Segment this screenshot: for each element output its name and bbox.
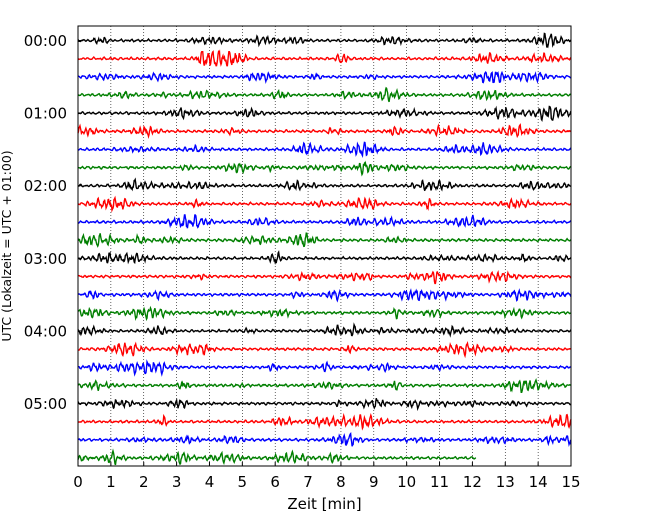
- trace-4: [77, 105, 572, 123]
- trace-11: [77, 232, 572, 248]
- trace-6: [77, 141, 572, 158]
- y-tick-label-02:00: 02:00: [24, 177, 67, 195]
- x-tick-label-4: 4: [205, 473, 215, 491]
- trace-14: [77, 288, 572, 303]
- y-tick-label-04:00: 04:00: [24, 322, 67, 340]
- trace-8: [77, 177, 572, 192]
- x-tick-label-0: 0: [73, 473, 83, 491]
- trace-19: [77, 377, 572, 394]
- trace-20: [77, 397, 572, 412]
- vertical-gridlines: [110, 26, 539, 466]
- trace-3: [77, 86, 572, 103]
- trace-22: [77, 431, 572, 447]
- y-axis-label: UTC (Lokalzeit = UTC + 01:00): [0, 150, 14, 341]
- x-tick-label-10: 10: [397, 473, 416, 491]
- x-axis-ticks: 0 1 2 3 4 5 6 7 8 9 10 11 12 13 14 15: [73, 462, 581, 491]
- x-tick-label-1: 1: [106, 473, 116, 491]
- x-tick-label-3: 3: [172, 473, 182, 491]
- x-tick-label-5: 5: [238, 473, 248, 491]
- trace-2: [77, 70, 572, 84]
- y-axis-ticks: 00:00 01:00 02:00 03:00 04:00 05:00: [24, 32, 82, 413]
- y-tick-label-01:00: 01:00: [24, 105, 67, 123]
- trace-16: [77, 322, 572, 338]
- x-tick-label-14: 14: [529, 473, 548, 491]
- trace-10: [77, 214, 572, 229]
- trace-0: [77, 32, 572, 49]
- trace-18: [77, 359, 572, 377]
- trace-1: [77, 49, 572, 67]
- x-tick-label-9: 9: [369, 473, 379, 491]
- x-tick-label-13: 13: [496, 473, 515, 491]
- trace-23: [77, 448, 477, 466]
- trace-9: [77, 195, 572, 213]
- x-tick-label-11: 11: [430, 473, 449, 491]
- y-tick-label-00:00: 00:00: [24, 32, 67, 50]
- x-tick-label-2: 2: [139, 473, 149, 491]
- plot-frame: [77, 25, 572, 467]
- x-tick-label-12: 12: [463, 473, 482, 491]
- trace-12: [77, 250, 572, 265]
- x-tick-label-6: 6: [270, 473, 280, 491]
- trace-13: [77, 269, 572, 285]
- x-tick-label-8: 8: [336, 473, 346, 491]
- trace-15: [77, 305, 572, 322]
- trace-group: [77, 32, 572, 466]
- y-tick-label-05:00: 05:00: [24, 395, 67, 413]
- trace-7: [78, 160, 572, 177]
- trace-21: [77, 412, 572, 431]
- x-axis-label: Zeit [min]: [287, 495, 361, 513]
- x-tick-label-15: 15: [561, 473, 580, 491]
- x-tick-label-7: 7: [303, 473, 313, 491]
- trace-17: [77, 341, 572, 359]
- plot-background: [78, 26, 571, 466]
- trace-5: [77, 123, 572, 139]
- y-tick-label-03:00: 03:00: [24, 250, 67, 268]
